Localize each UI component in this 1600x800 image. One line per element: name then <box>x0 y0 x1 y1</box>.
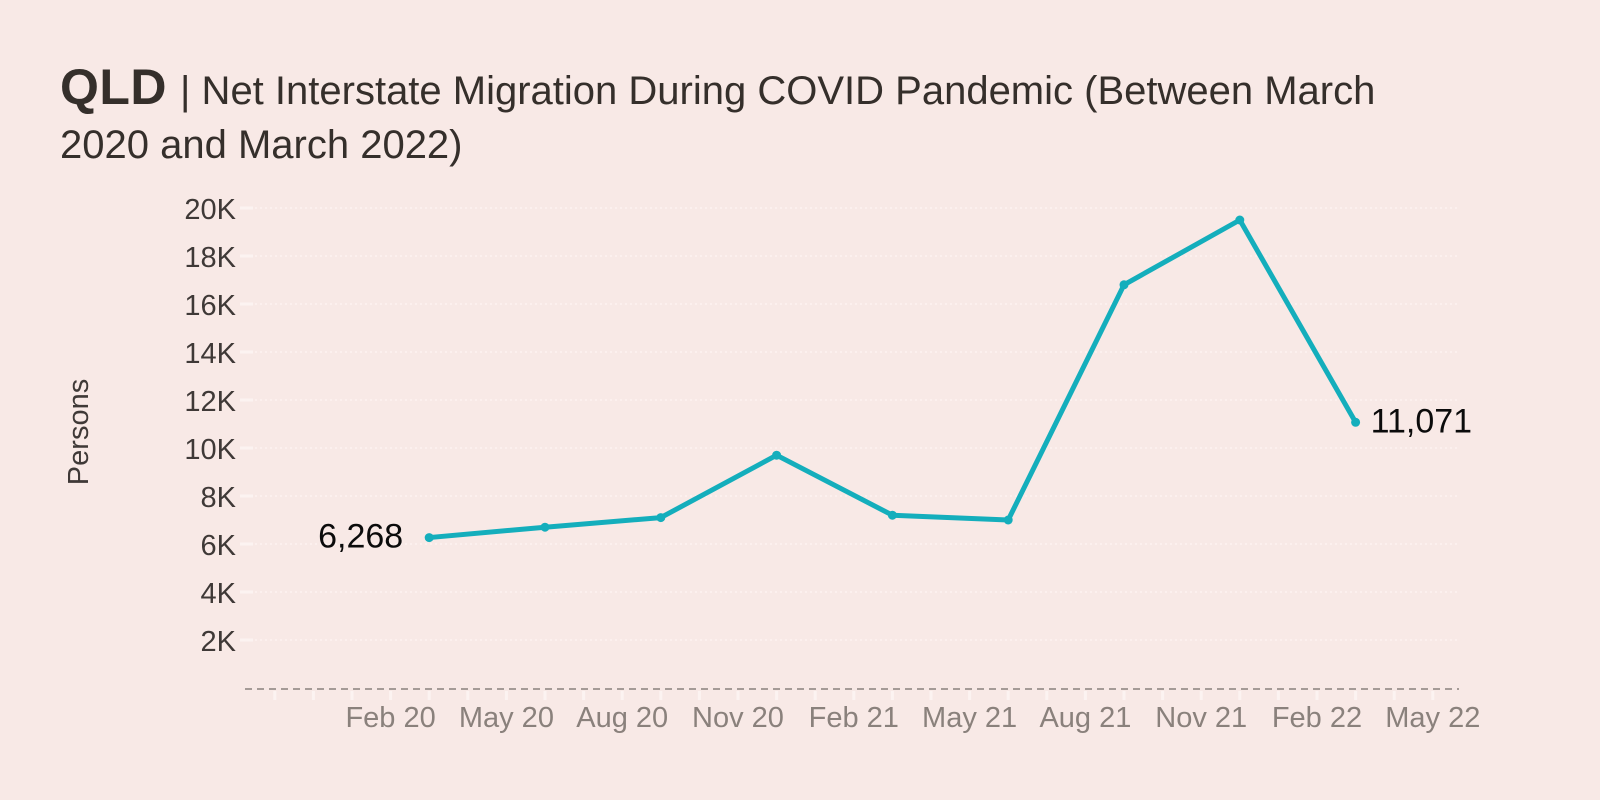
data-point-marker <box>1119 280 1129 290</box>
x-tick-label: May 21 <box>922 702 1017 734</box>
x-tick-label: Nov 20 <box>692 702 784 734</box>
y-tick-label: 8K <box>201 482 237 514</box>
y-axis-title: Persons <box>63 379 95 485</box>
data-point-marker <box>1003 515 1013 525</box>
series-line <box>426 217 1359 541</box>
title-text: | Net Interstate Migration During COVID … <box>60 69 1376 167</box>
title-state: QLD <box>60 59 168 115</box>
page-title: QLD | Net Interstate Migration During COV… <box>60 60 1432 172</box>
x-tick-label: May 20 <box>459 702 554 734</box>
y-tick-label: 16K <box>184 290 236 322</box>
data-point-marker <box>424 533 434 543</box>
x-tick-label: Aug 20 <box>576 702 668 734</box>
y-tick-label: 2K <box>201 626 237 658</box>
y-tick-label: 4K <box>201 578 237 610</box>
data-point-marker <box>887 510 897 520</box>
data-point-marker <box>1235 215 1245 225</box>
data-point-marker <box>656 513 666 523</box>
x-tick-label: Feb 20 <box>345 702 435 734</box>
data-point-marker <box>772 450 782 460</box>
y-tick-label: 20K <box>184 194 236 226</box>
x-tick-label: Aug 21 <box>1039 702 1131 734</box>
data-point-label: 11,071 <box>1371 402 1472 440</box>
y-tick-label: 6K <box>201 530 237 562</box>
x-tick-label: Feb 22 <box>1272 702 1362 734</box>
data-point-marker <box>540 522 550 532</box>
y-tick-label: 18K <box>184 242 236 274</box>
y-tick-label: 12K <box>184 386 236 418</box>
x-tick-label: Nov 21 <box>1155 702 1247 734</box>
data-point-marker <box>1351 417 1361 427</box>
x-tick-label: Feb 21 <box>809 702 899 734</box>
x-tick-label: May 22 <box>1385 702 1480 734</box>
y-tick-label: 10K <box>184 434 236 466</box>
data-point-label: 6,268 <box>318 518 403 556</box>
y-tick-label: 14K <box>184 338 236 370</box>
